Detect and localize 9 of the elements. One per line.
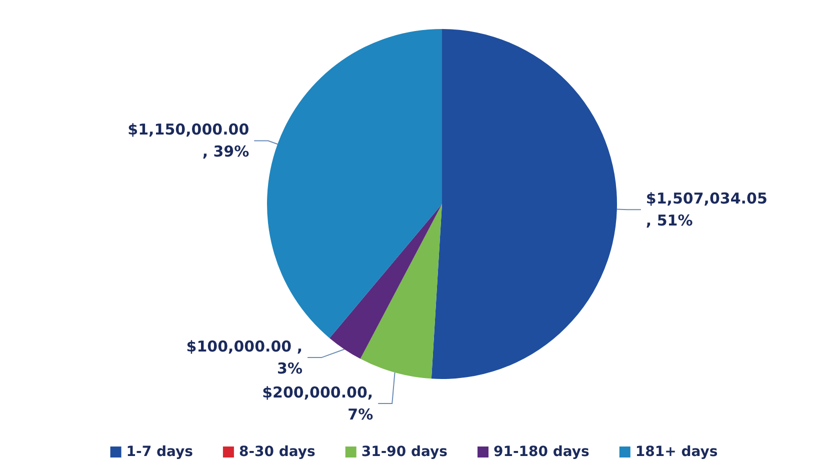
data-label: $200,000.00, 7% [262,384,374,424]
legend-label: 1-7 days [126,444,193,460]
data-label: $1,150,000.00 , 39% [128,120,250,161]
legend-label: 8-30 days [238,444,316,460]
data-label: $1,507,034.05 , 51% [646,190,768,230]
data-label: $100,000.00 , 3% [186,338,303,378]
legend-label: 181+ days [635,444,718,460]
legend-label: 31-90 days [361,444,448,460]
legend-label: 91-180 days [494,444,590,460]
